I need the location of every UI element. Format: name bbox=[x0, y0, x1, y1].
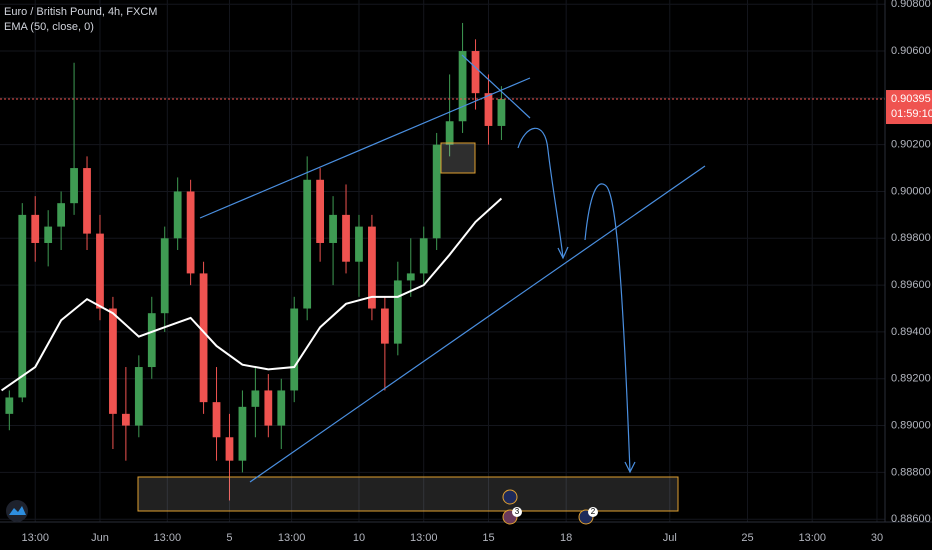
candle-body bbox=[238, 406, 247, 461]
y-tick-label: 0.90800 bbox=[891, 0, 931, 10]
events: 3 2 bbox=[502, 489, 598, 525]
candle-body bbox=[5, 397, 14, 414]
last-price-label: 0.90395 bbox=[891, 93, 931, 105]
candle-body bbox=[290, 308, 299, 391]
candle-body bbox=[83, 168, 91, 234]
grid bbox=[0, 0, 885, 522]
candle-body bbox=[225, 437, 234, 461]
candle-body bbox=[393, 280, 402, 344]
x-tick-label: 25 bbox=[741, 532, 753, 544]
y-tick-label: 0.89200 bbox=[891, 373, 931, 385]
projection-arrow bbox=[517, 127, 564, 259]
candle-body bbox=[121, 413, 130, 426]
x-tick-label: 30 bbox=[871, 532, 883, 544]
candle-body bbox=[31, 214, 40, 243]
candle-body bbox=[419, 238, 428, 274]
x-tick-label: 13:00 bbox=[278, 532, 306, 544]
event-badge bbox=[588, 507, 598, 517]
x-tick-label: Jul bbox=[663, 532, 677, 544]
countdown-label: 01:59:10 bbox=[891, 108, 932, 120]
candle-body bbox=[134, 367, 143, 426]
candle-body bbox=[368, 226, 376, 309]
candle-body bbox=[380, 308, 389, 344]
candle-body bbox=[199, 273, 208, 403]
candle-body bbox=[18, 214, 27, 398]
candle-body bbox=[70, 168, 78, 204]
candle-body bbox=[173, 191, 182, 239]
event-badge bbox=[512, 507, 522, 517]
x-tick-label: 10 bbox=[353, 532, 365, 544]
arrow-head bbox=[557, 246, 569, 260]
candle-body bbox=[57, 203, 66, 227]
event-count: 3 bbox=[515, 507, 520, 516]
x-tick-label: 15 bbox=[482, 532, 494, 544]
consolidation-box bbox=[440, 142, 476, 174]
candle-body bbox=[329, 214, 337, 243]
candle-body bbox=[109, 308, 117, 414]
projection-arrow bbox=[584, 183, 631, 473]
marks bbox=[0, 22, 885, 501]
candle-body bbox=[406, 273, 415, 281]
x-tick-label: 13:00 bbox=[798, 532, 826, 544]
arrow-head bbox=[624, 461, 636, 474]
candle-body bbox=[96, 233, 104, 309]
candle-body bbox=[277, 390, 286, 426]
candle-body bbox=[186, 191, 195, 274]
candle-body bbox=[445, 121, 454, 145]
x-tick-label: 5 bbox=[226, 532, 232, 544]
y-tick-label: 0.88800 bbox=[891, 466, 931, 478]
candle-body bbox=[160, 238, 169, 314]
candle-body bbox=[342, 214, 350, 262]
y-tick-label: 0.89000 bbox=[891, 419, 931, 431]
event-count: 2 bbox=[591, 507, 596, 516]
x-tick-label: 18 bbox=[560, 532, 572, 544]
ema-line bbox=[0, 197, 503, 392]
candle-body bbox=[212, 402, 221, 438]
y-tick-label: 0.90000 bbox=[891, 185, 931, 197]
candle-body bbox=[316, 179, 325, 243]
event-icon[interactable] bbox=[502, 489, 518, 505]
candle-body bbox=[44, 226, 53, 243]
trend-line bbox=[199, 77, 531, 219]
y-tick-label: 0.88600 bbox=[891, 513, 931, 525]
chart-title: Euro / British Pound, 4h, FXCM bbox=[4, 6, 157, 18]
candle-body bbox=[147, 313, 156, 368]
y-tick-label: 0.90600 bbox=[891, 45, 931, 57]
candle-body bbox=[458, 51, 467, 122]
candle-body bbox=[355, 226, 363, 262]
candle-body bbox=[303, 179, 312, 309]
candle-body bbox=[497, 99, 506, 126]
axes: 0.908000.906000.904000.902000.900000.898… bbox=[21, 0, 932, 544]
y-tick-label: 0.89400 bbox=[891, 326, 931, 338]
x-tick-label: 13:00 bbox=[410, 532, 438, 544]
logo bbox=[6, 500, 28, 522]
x-tick-label: 13:00 bbox=[21, 532, 49, 544]
support-zone bbox=[137, 476, 679, 512]
candle-body bbox=[471, 51, 480, 94]
candle-body bbox=[251, 390, 260, 407]
y-tick-label: 0.90200 bbox=[891, 139, 931, 151]
indicator-label: EMA (50, close, 0) bbox=[4, 21, 94, 33]
x-tick-label: Jun bbox=[91, 532, 109, 544]
candle-body bbox=[484, 93, 493, 126]
last-price-box bbox=[886, 90, 932, 125]
y-tick-label: 0.89800 bbox=[891, 232, 931, 244]
candle-body bbox=[432, 144, 441, 239]
candle-body bbox=[264, 390, 273, 426]
trend-line bbox=[249, 165, 706, 483]
y-tick-label: 0.89600 bbox=[891, 279, 931, 291]
x-tick-label: 13:00 bbox=[154, 532, 182, 544]
trend-line bbox=[461, 54, 531, 119]
logo-mark bbox=[9, 506, 26, 515]
drawings bbox=[137, 54, 706, 512]
